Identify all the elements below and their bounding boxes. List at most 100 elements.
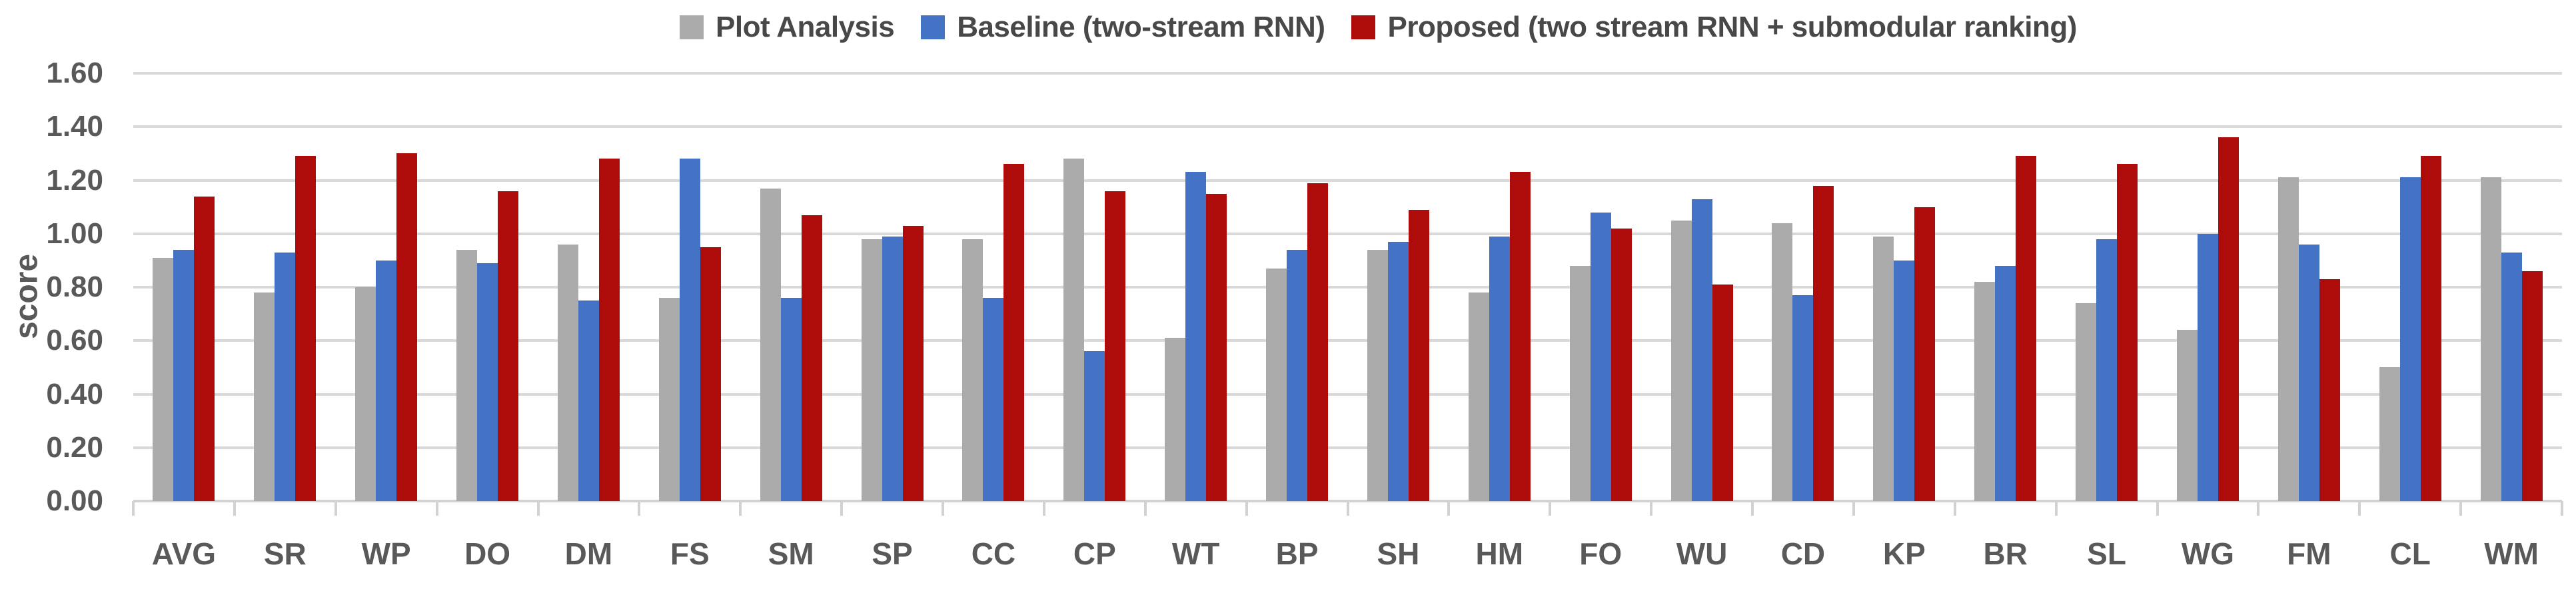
x-axis-tick-label: HM [1475,536,1524,571]
y-axis-tick-label: 0.40 [46,377,103,410]
bar-CL-series3 [2421,156,2441,501]
x-axis-tick [2257,501,2260,516]
bar-WT-series3 [1206,194,1227,501]
bar-KP-series1 [1873,237,1894,501]
bar-CL-series1 [2379,367,2400,501]
bar-CP-series3 [1105,191,1125,501]
bar-DO-series3 [498,191,518,501]
bar-WG-series3 [2218,137,2239,501]
bar-SR-series1 [254,293,275,501]
x-axis-tick [739,501,742,516]
bar-AVG-series1 [153,258,173,501]
bar-WM-series1 [2481,177,2501,501]
bar-AVG-series2 [173,250,194,501]
bar-AVG-series3 [194,197,215,501]
x-axis-tick-label: CC [971,536,1016,571]
bar-BP-series2 [1287,250,1307,501]
x-axis-tick-label: SL [2087,536,2126,571]
bar-WT-series2 [1185,172,1206,501]
legend-item-3: Proposed (two stream RNN + submodular ra… [1351,11,2077,44]
bar-BR-series3 [2016,156,2036,501]
bar-CC-series3 [1003,164,1024,501]
chart-legend: Plot Analysis Baseline (two-stream RNN) Pr… [680,11,2077,44]
legend-item-1: Plot Analysis [680,11,895,44]
x-axis-tick [435,501,438,516]
bar-CD-series2 [1792,295,1813,501]
x-axis-tick [2358,501,2361,516]
x-axis-tick [1549,501,1552,516]
bar-WU-series3 [1712,285,1733,501]
bar-WT-series1 [1165,338,1185,501]
bar-FM-series1 [2278,177,2299,501]
gridline [133,232,2562,235]
bar-FO-series3 [1611,229,1632,501]
x-axis-tick [1042,501,1045,516]
x-axis-tick-label: FO [1579,536,1622,571]
bar-SP-series3 [903,226,924,501]
bar-CL-series2 [2400,177,2421,501]
bar-HM-series2 [1489,237,1510,501]
bar-WP-series3 [396,153,417,501]
x-axis-tick [1953,501,1956,516]
bar-CP-series1 [1063,159,1084,501]
x-axis-tick [2561,501,2563,516]
bar-WU-series2 [1692,199,1712,501]
bar-FO-series2 [1591,213,1611,501]
legend-label: Plot Analysis [716,11,895,43]
x-axis-tick-label: CD [1780,536,1826,571]
bar-FM-series2 [2299,245,2319,501]
x-axis-tick-label: KP [1882,536,1926,571]
x-axis-tick-label: DO [464,536,511,571]
x-axis-tick [2054,501,2058,516]
y-axis-tick-label: 0.80 [46,271,103,303]
legend-swatch-icon [680,15,704,39]
y-axis-tick-label: 1.60 [46,57,103,89]
x-axis-tick-label: FS [670,536,710,571]
bar-DO-series1 [456,250,477,501]
gridline [133,72,2562,75]
bar-BR-series2 [1995,266,2016,501]
bar-SH-series3 [1409,210,1429,501]
x-axis-tick-label: WG [2181,536,2235,571]
gridline [133,339,2562,342]
bar-BP-series1 [1266,269,1287,501]
x-axis-tick-label: SP [872,536,913,571]
x-axis-tick [334,501,337,516]
gridline [133,446,2562,449]
bar-WP-series2 [376,261,396,501]
x-axis-tick [132,501,135,516]
bar-WG-series2 [2198,234,2218,501]
x-axis-tick [536,501,540,516]
bar-FS-series2 [680,159,700,501]
legend-label: Baseline (two-stream RNN) [957,11,1325,43]
x-axis-tick-label: WP [361,536,411,571]
x-axis-tick-label: WU [1676,536,1728,571]
x-axis-tick-label: FM [2287,536,2331,571]
x-axis-tick [1751,501,1754,516]
y-axis-tick-label: 0.20 [46,430,103,464]
bar-FM-series3 [2319,279,2340,501]
x-axis-tick [233,501,236,516]
x-axis-tick [2156,501,2159,516]
bar-SM-series2 [781,298,802,501]
bar-CC-series1 [962,239,983,501]
bar-FS-series1 [659,298,680,501]
x-axis-tick [1650,501,1653,516]
x-axis-tick-label: BP [1275,536,1319,571]
y-axis-tick-label: 1.40 [46,110,103,143]
y-axis-tick-label: 1.00 [46,217,103,250]
bar-SM-series1 [760,189,781,501]
bar-DM-series1 [558,245,578,501]
bar-HM-series1 [1469,293,1489,501]
bar-SH-series2 [1388,242,1409,501]
bar-FO-series1 [1570,266,1591,501]
bar-SR-series3 [295,156,316,501]
bar-KP-series2 [1894,261,1914,501]
bar-BP-series3 [1307,183,1328,501]
bar-SL-series3 [2117,164,2138,501]
legend-swatch-icon [1351,15,1376,39]
gridline [133,392,2562,396]
bar-CP-series2 [1084,351,1105,501]
bar-CC-series2 [983,298,1003,501]
